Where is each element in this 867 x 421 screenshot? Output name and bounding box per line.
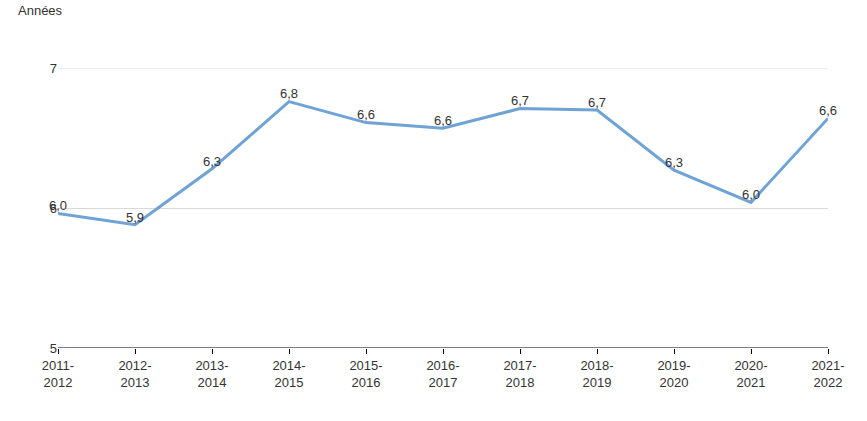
svg-text:6: 6 bbox=[50, 201, 57, 216]
svg-text:6,6: 6,6 bbox=[434, 113, 452, 128]
svg-text:7: 7 bbox=[50, 61, 57, 76]
svg-text:6,3: 6,3 bbox=[665, 155, 683, 170]
svg-text:6,0: 6,0 bbox=[49, 198, 67, 213]
svg-text:2017-2018: 2017-2018 bbox=[503, 358, 536, 390]
svg-text:6,6: 6,6 bbox=[357, 107, 375, 122]
svg-text:2012-2013: 2012-2013 bbox=[118, 358, 151, 390]
svg-text:2014-2015: 2014-2015 bbox=[272, 358, 305, 390]
svg-text:2016-2017: 2016-2017 bbox=[426, 358, 459, 390]
svg-text:6,3: 6,3 bbox=[203, 154, 221, 169]
svg-text:6,8: 6,8 bbox=[280, 86, 298, 101]
svg-text:6,6: 6,6 bbox=[819, 103, 837, 118]
svg-text:2021-2022: 2021-2022 bbox=[811, 358, 844, 390]
svg-text:2018-2019: 2018-2019 bbox=[580, 358, 613, 390]
svg-text:2020-2021: 2020-2021 bbox=[734, 358, 767, 390]
svg-text:5,9: 5,9 bbox=[126, 210, 144, 225]
svg-text:Années: Années bbox=[18, 3, 63, 18]
svg-text:2013-2014: 2013-2014 bbox=[195, 358, 228, 390]
svg-text:6,7: 6,7 bbox=[511, 93, 529, 108]
svg-text:2015-2016: 2015-2016 bbox=[349, 358, 382, 390]
svg-text:6,7: 6,7 bbox=[588, 95, 606, 110]
svg-text:6,0: 6,0 bbox=[742, 187, 760, 202]
svg-text:2011-2012: 2011-2012 bbox=[42, 358, 74, 390]
svg-text:5: 5 bbox=[50, 341, 57, 356]
svg-text:2019-2020: 2019-2020 bbox=[657, 358, 690, 390]
